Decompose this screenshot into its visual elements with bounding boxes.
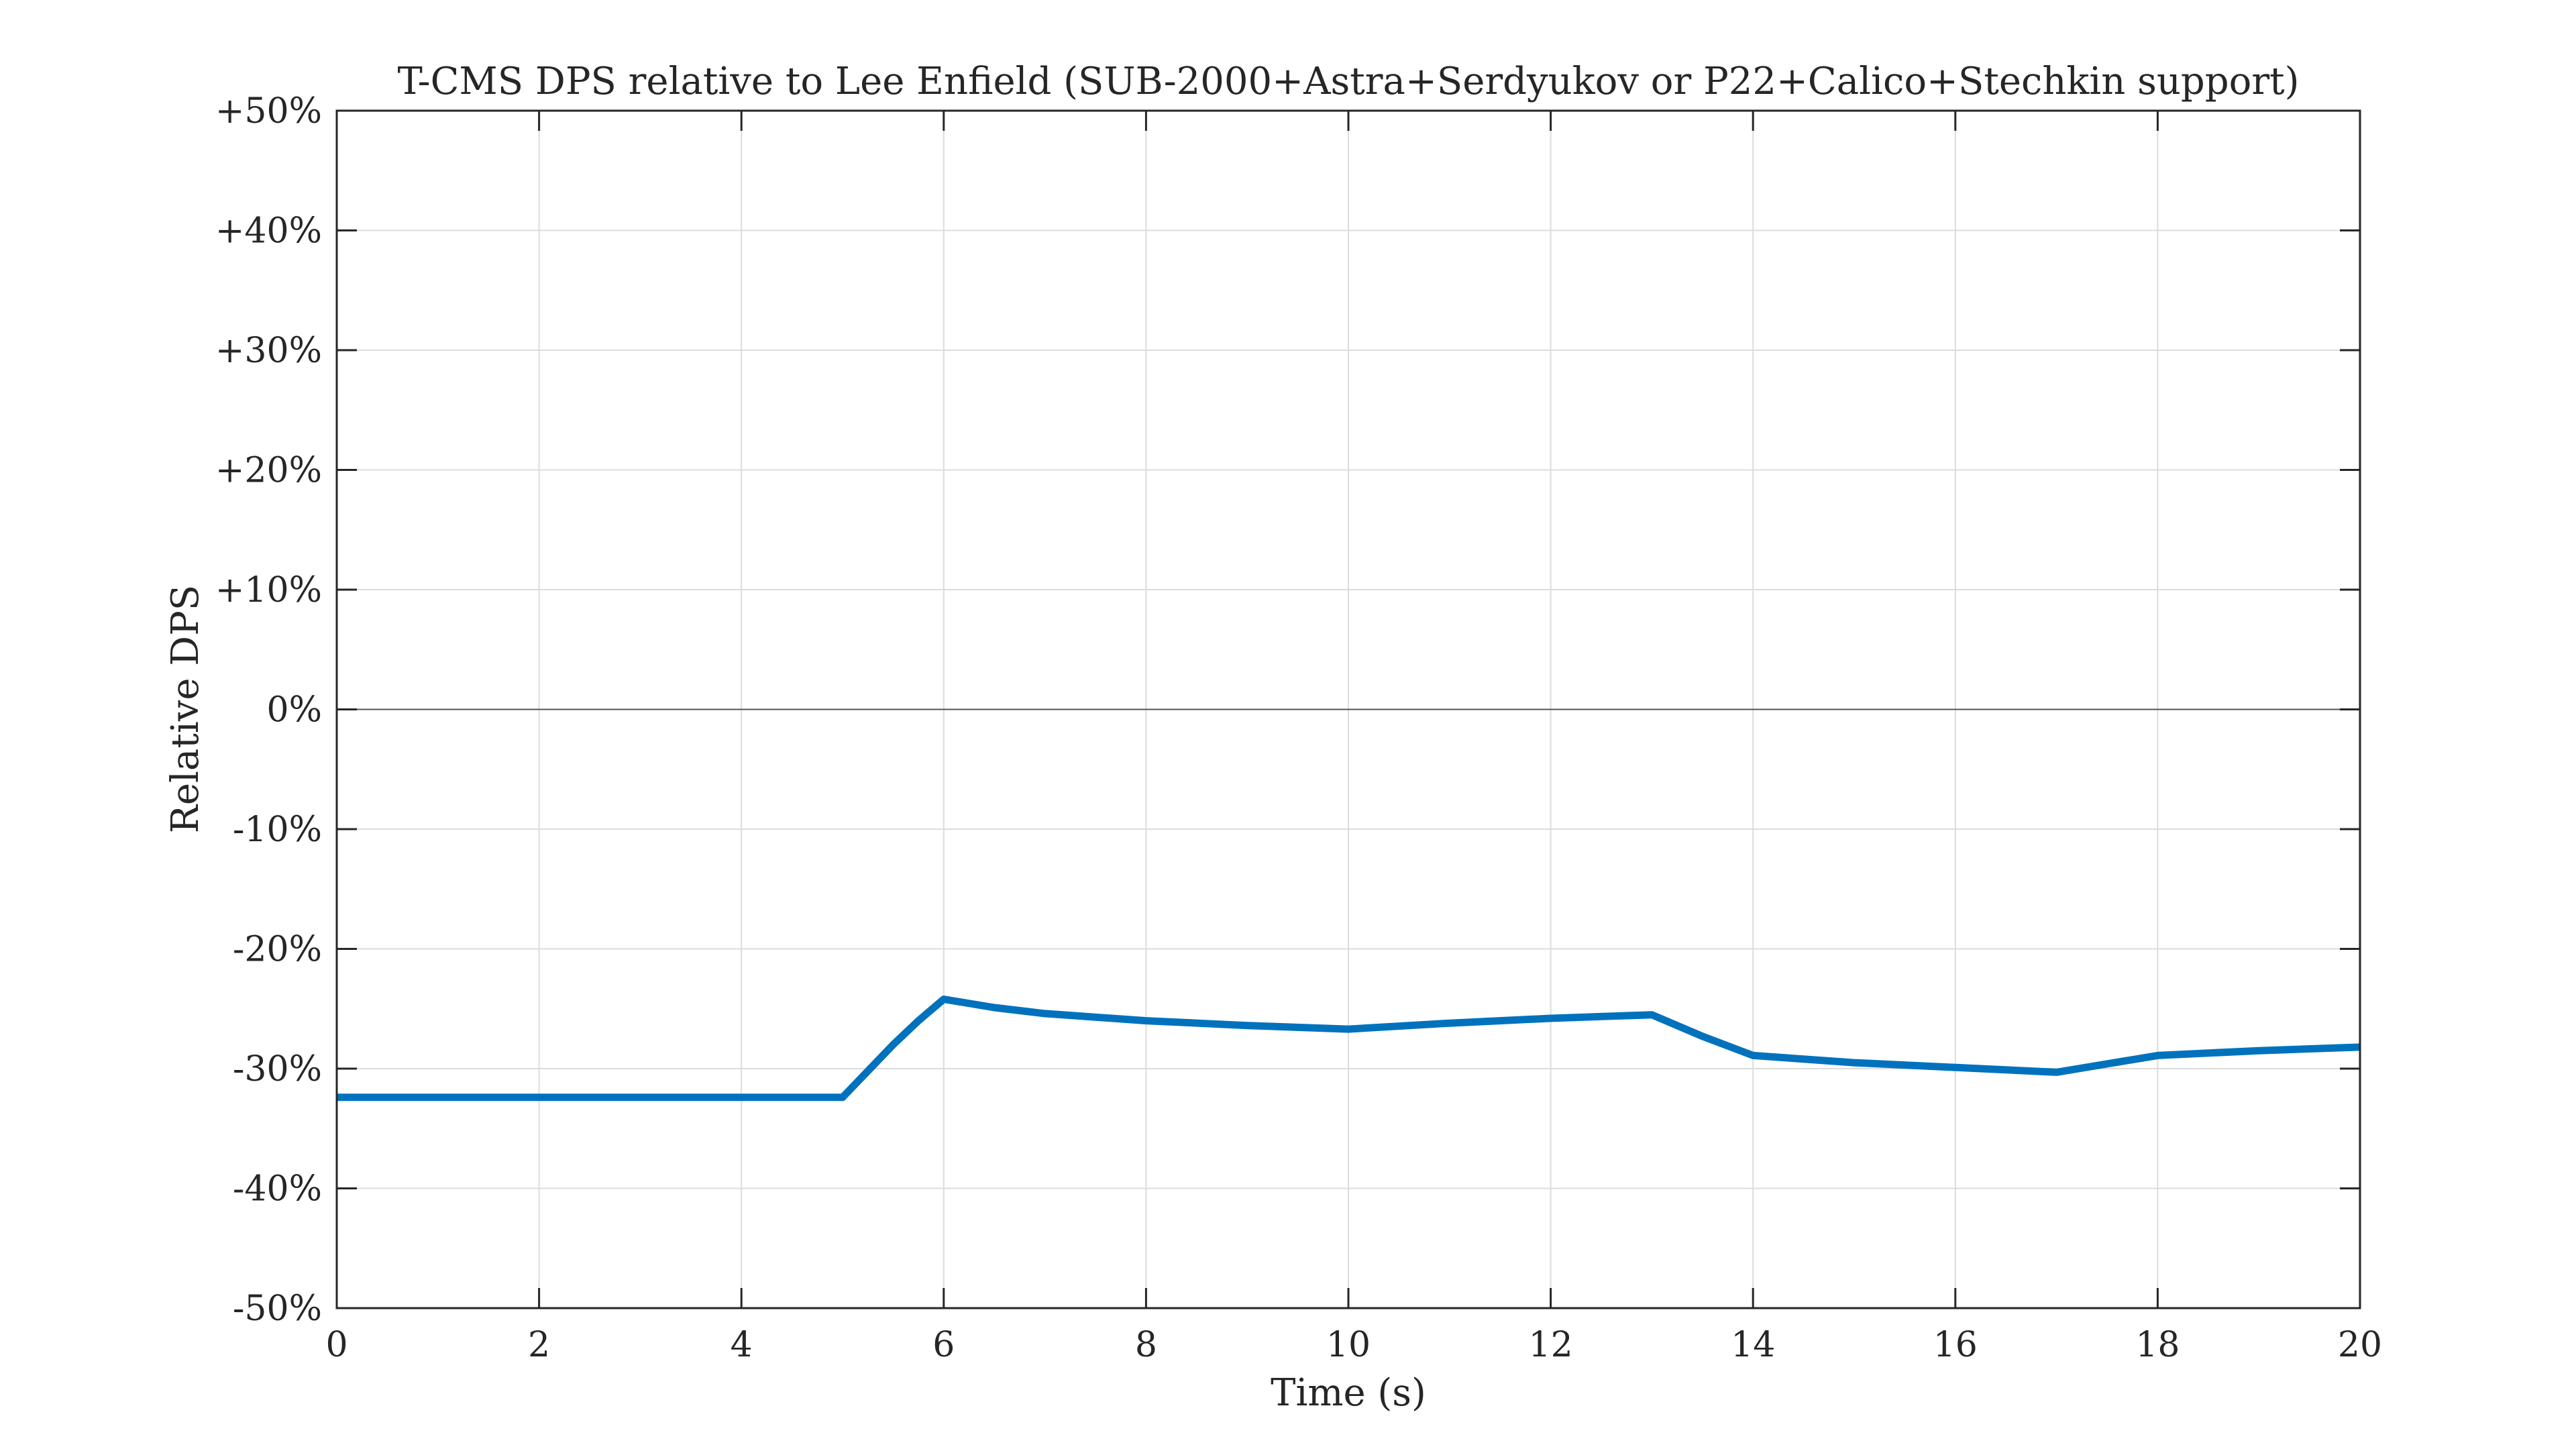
x-tick-label: 8 xyxy=(1135,1325,1157,1365)
x-tick-label: 2 xyxy=(528,1325,550,1365)
x-tick-label: 4 xyxy=(731,1325,753,1365)
y-tick-labels: +50% +40% +30% +20% +10% 0% -10% -20% -30% -40% -5… xyxy=(215,91,322,1329)
series-line-0 xyxy=(337,996,2361,1102)
x-tick-label: 10 xyxy=(1326,1325,1371,1365)
x-tick-label: 14 xyxy=(1731,1325,1775,1365)
y-tick-label: +40% xyxy=(215,211,322,252)
y-tick-label: -30% xyxy=(233,1049,322,1089)
tick-marks xyxy=(335,109,2361,1309)
y-tick-label: -50% xyxy=(233,1289,322,1329)
x-tick-label: 0 xyxy=(325,1325,347,1365)
y-axis-label: Relative DPS xyxy=(164,585,207,834)
x-tick-labels: 0 2 4 6 8 10 12 14 16 18 20 xyxy=(325,1325,2382,1365)
y-tick-label: 0% xyxy=(267,690,323,731)
x-axis-label: Time (s) xyxy=(1271,1371,1426,1415)
x-tick-label: 12 xyxy=(1529,1325,1573,1365)
x-tick-label: 20 xyxy=(2338,1325,2382,1365)
x-tick-label: 16 xyxy=(1933,1325,1978,1365)
series-layer xyxy=(337,996,2361,1102)
y-tick-label: -20% xyxy=(233,930,322,970)
chart-title: T-CMS DPS relative to Lee Enfield (SUB-2… xyxy=(398,60,2300,103)
y-tick-label: +50% xyxy=(215,91,322,131)
x-tick-label: 18 xyxy=(2135,1325,2180,1365)
x-tick-label: 6 xyxy=(932,1325,955,1365)
y-tick-label: -40% xyxy=(233,1169,322,1210)
y-tick-label: +10% xyxy=(215,570,322,610)
y-tick-label: +30% xyxy=(215,331,322,371)
y-tick-label: -10% xyxy=(233,810,322,850)
y-tick-label: +20% xyxy=(215,451,322,491)
